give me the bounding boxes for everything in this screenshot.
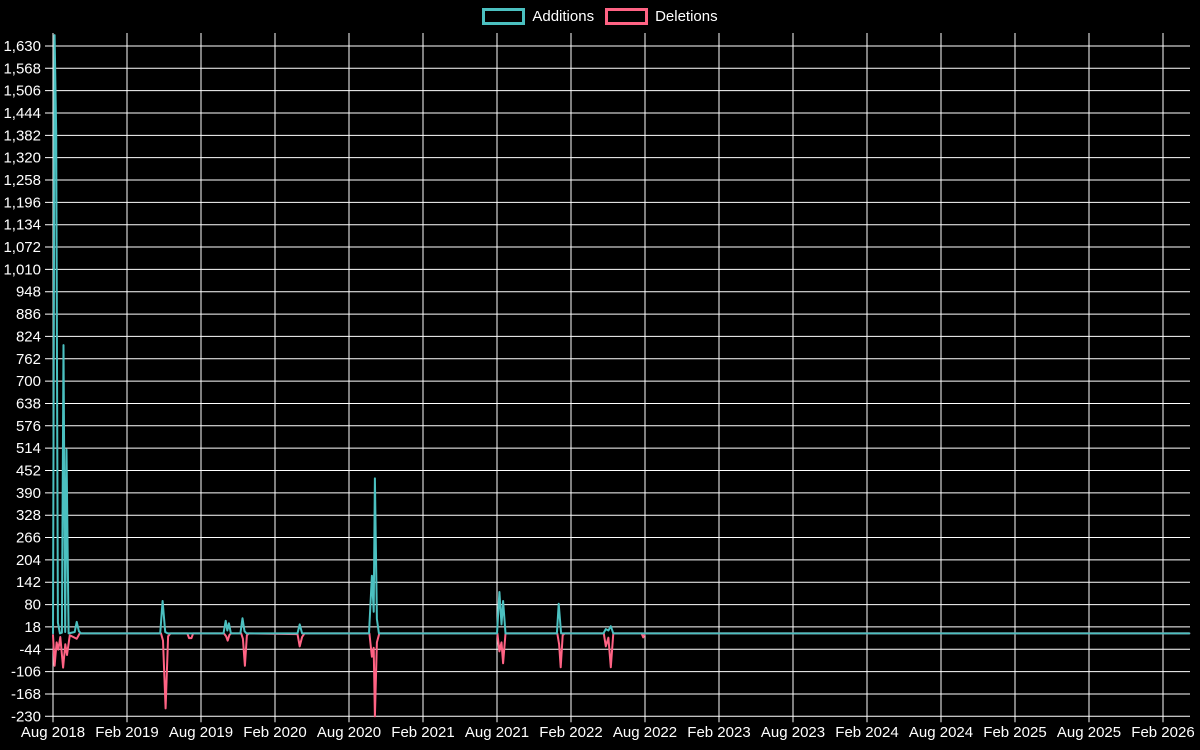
additions-swatch — [482, 8, 526, 25]
x-tick-label: Feb 2019 — [95, 724, 158, 741]
y-tick-label: 1,258 — [3, 172, 41, 189]
y-tick-label: -44 — [19, 641, 41, 658]
y-tick-label: 452 — [16, 462, 41, 479]
y-tick-label: -168 — [11, 686, 41, 703]
y-tick-label: 204 — [16, 552, 41, 569]
y-tick-label: 1,320 — [3, 150, 41, 167]
x-tick-label: Aug 2020 — [317, 724, 381, 741]
x-tick-label: Aug 2023 — [761, 724, 825, 741]
x-tick-label: Aug 2021 — [465, 724, 529, 741]
y-tick-label: 1,072 — [3, 239, 41, 256]
grid — [45, 33, 1190, 723]
x-tick-label: Aug 2025 — [1057, 724, 1121, 741]
deletions-legend-label: Deletions — [655, 8, 718, 25]
y-tick-label: 762 — [16, 351, 41, 368]
y-tick-label: 1,196 — [3, 194, 41, 211]
y-tick-label: 1,382 — [3, 127, 41, 144]
y-tick-label: 1,506 — [3, 83, 41, 100]
x-tick-label: Feb 2024 — [835, 724, 898, 741]
y-tick-label: 1,630 — [3, 38, 41, 55]
x-tick-label: Feb 2022 — [539, 724, 602, 741]
y-tick-label: 80 — [24, 597, 41, 614]
x-tick-label: Feb 2021 — [391, 724, 454, 741]
chart-legend: Additions Deletions — [0, 8, 1200, 25]
x-tick-label: Feb 2023 — [687, 724, 750, 741]
y-tick-label: 514 — [16, 440, 41, 457]
x-tick-label: Feb 2026 — [1131, 724, 1194, 741]
y-tick-label: 1,444 — [3, 105, 41, 122]
y-tick-label: 1,568 — [3, 60, 41, 77]
x-tick-label: Aug 2024 — [909, 724, 973, 741]
y-tick-label: 390 — [16, 485, 41, 502]
y-tick-label: 1,134 — [3, 217, 41, 234]
deletions-swatch — [605, 8, 649, 25]
y-tick-label: 266 — [16, 530, 41, 547]
x-tick-label: Aug 2018 — [21, 724, 85, 741]
additions-line — [52, 34, 1191, 635]
y-tick-label: 948 — [16, 284, 41, 301]
y-tick-label: 328 — [16, 507, 41, 524]
y-tick-label: 700 — [16, 373, 41, 390]
y-tick-label: -106 — [11, 664, 41, 681]
x-axis-labels: Aug 2018 Feb 2019 Aug 2019 Feb 2020 Aug 2020… — [21, 724, 1195, 741]
y-tick-label: 576 — [16, 418, 41, 435]
y-axis-labels: -230 -168 -106 -44 18 80 142 204 266 328 390 452 514… — [3, 38, 41, 725]
legend-item-deletions[interactable]: Deletions — [605, 8, 718, 25]
x-tick-label: Feb 2020 — [243, 724, 306, 741]
y-tick-label: 638 — [16, 395, 41, 412]
y-tick-label: 824 — [16, 328, 41, 345]
y-tick-label: 18 — [24, 619, 41, 636]
y-tick-label: 142 — [16, 574, 41, 591]
y-tick-label: 1,010 — [3, 261, 41, 278]
x-tick-label: Aug 2019 — [169, 724, 233, 741]
additions-legend-label: Additions — [532, 8, 595, 25]
y-tick-label: 886 — [16, 306, 41, 323]
legend-item-additions[interactable]: Additions — [482, 8, 594, 25]
x-tick-label: Feb 2025 — [983, 724, 1046, 741]
x-tick-label: Aug 2022 — [613, 724, 677, 741]
y-tick-label: -230 — [11, 708, 41, 725]
